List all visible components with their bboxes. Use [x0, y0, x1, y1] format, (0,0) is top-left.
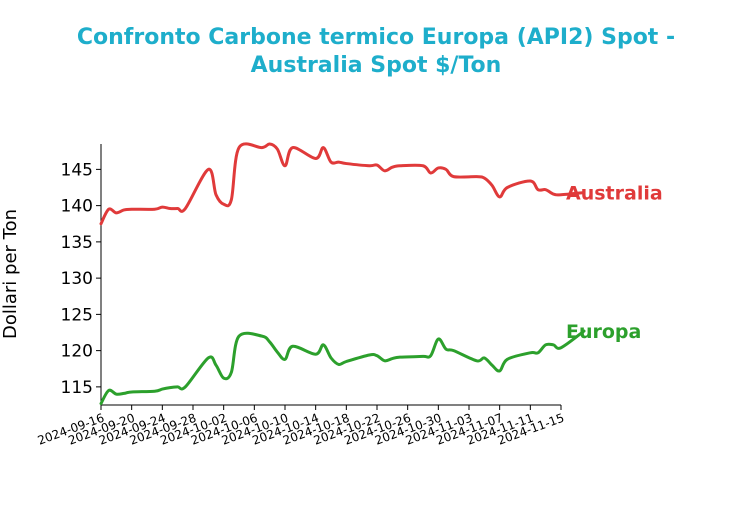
- y-tick-label: 140: [61, 197, 93, 217]
- chart-title-line-2: Australia Spot $/Ton: [250, 53, 502, 78]
- series-line-europa: [99, 329, 586, 406]
- y-tick-label: 135: [61, 233, 93, 253]
- chart-title: Confronto Carbone termico Europa (API2) …: [0, 24, 752, 80]
- y-tick-label: 125: [61, 305, 93, 325]
- y-tick-label: 115: [61, 378, 93, 398]
- y-axis-label: Dollari per Ton: [0, 209, 21, 339]
- y-tick-label: 145: [61, 160, 93, 180]
- axes: 1151201251301351401452024-09-162024-09-2…: [36, 144, 566, 448]
- chart-title-line-1: Confronto Carbone termico Europa (API2) …: [76, 25, 676, 50]
- series-layer: Australia Europa: [99, 142, 663, 406]
- series-line-australia: [99, 142, 586, 226]
- series-label-europa: Europa: [566, 321, 641, 343]
- series-label-australia: Australia: [566, 183, 663, 205]
- y-tick-label: 120: [61, 342, 93, 362]
- y-tick-label: 130: [61, 269, 93, 289]
